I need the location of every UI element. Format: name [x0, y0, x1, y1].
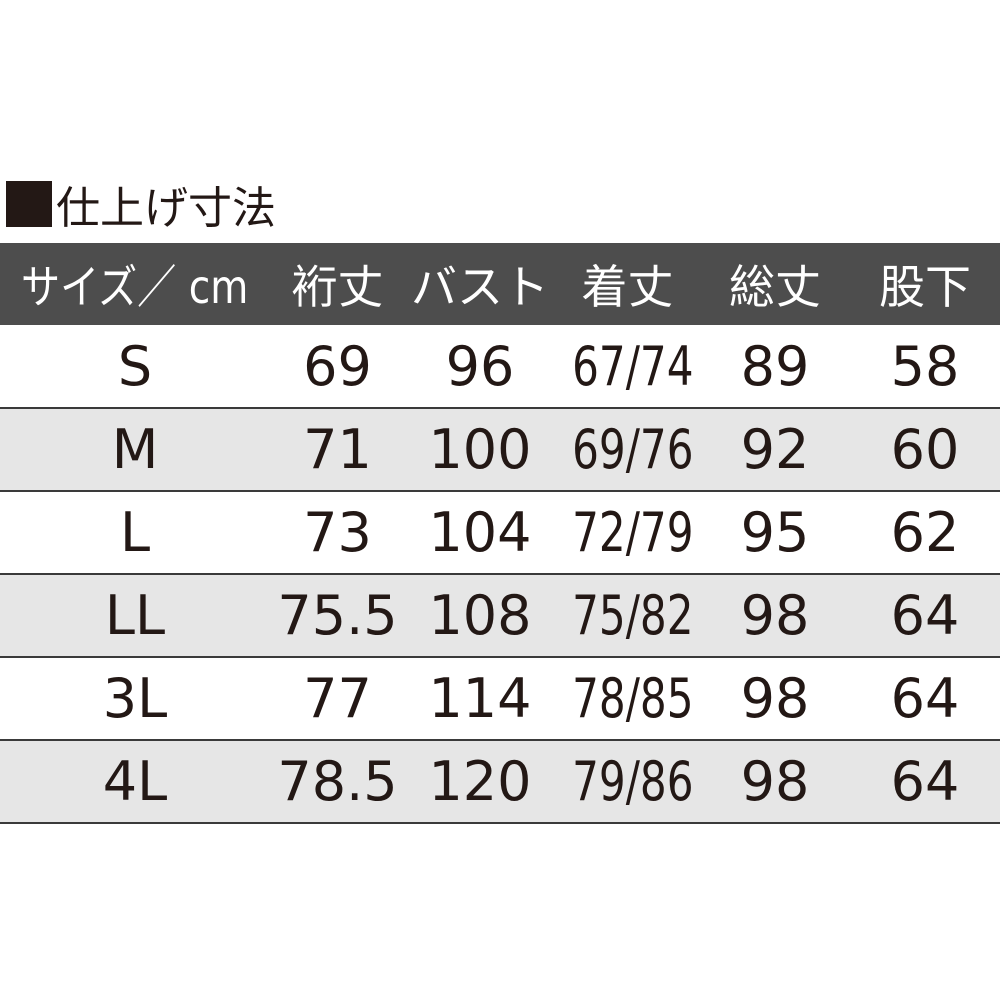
cell-size: 3L [102, 667, 168, 730]
cell-text: 79/86 [572, 750, 694, 813]
cell-length: 67/74 [555, 325, 700, 408]
cell-bust: 114 [428, 667, 532, 730]
cell-size: LL [104, 584, 166, 647]
cell-size: S [117, 334, 153, 398]
cell-bust: 120 [428, 750, 532, 813]
header-sleeve: 裄丈 [291, 260, 384, 314]
cell-text: 72/79 [572, 501, 694, 564]
header-length: 着丈 [581, 260, 674, 314]
cell-bust: 96 [445, 334, 515, 398]
header-size: サイズ／ cm [0, 243, 270, 325]
table-row: M 71 100 69/76 92 60 [0, 408, 1000, 491]
cell-sleeve: 73 [303, 501, 372, 564]
cell-length: 79/86 [555, 740, 700, 823]
section-title-text: 仕上げ寸法 [56, 183, 276, 234]
cell-total-length: 98 [740, 750, 810, 813]
header-total-length: 総丈 [729, 260, 821, 314]
table-row: 3L 77 114 78/85 98 64 [0, 657, 1000, 740]
cell-text: 78/85 [572, 667, 694, 730]
cell-inseam: 64 [890, 667, 960, 730]
cell-length: 78/85 [555, 657, 700, 740]
cell-total-length: 98 [740, 667, 810, 730]
cell-inseam: 58 [890, 334, 960, 398]
square-bullet-icon [6, 181, 52, 227]
cell-text: 69/76 [572, 418, 694, 481]
section-title: 仕上げ寸法 [6, 176, 276, 234]
header-size-text: サイズ／ cm [21, 260, 249, 314]
cell-bust: 104 [428, 501, 532, 564]
cell-sleeve: 77 [303, 667, 372, 730]
cell-sleeve: 69 [303, 334, 372, 398]
table-row: LL 75.5 108 75/82 98 64 [0, 574, 1000, 657]
cell-total-length: 95 [740, 501, 810, 564]
header-bust: バスト [411, 260, 549, 314]
cell-size: M [111, 418, 159, 481]
cell-text: 75/82 [572, 584, 694, 647]
table-row: S 69 96 67/74 89 58 [0, 325, 1000, 408]
header-inseam: 股下 [879, 260, 971, 314]
cell-bust: 100 [428, 418, 532, 481]
table-row: L 73 104 72/79 95 62 [0, 491, 1000, 574]
cell-sleeve: 75.5 [277, 584, 398, 647]
size-table: サイズ／ cm 裄丈 バスト 着丈 総丈 股下 S 69 96 67/74 89 58 M 7… [0, 243, 1000, 824]
cell-inseam: 64 [890, 584, 960, 647]
cell-size: 4L [102, 750, 168, 813]
table-row: 4L 78.5 120 79/86 98 64 [0, 740, 1000, 823]
cell-inseam: 64 [890, 750, 960, 813]
cell-inseam: 60 [890, 418, 960, 481]
cell-length: 75/82 [555, 574, 700, 657]
cell-total-length: 92 [740, 418, 810, 481]
cell-total-length: 89 [740, 334, 810, 398]
table-header-row: サイズ／ cm 裄丈 バスト 着丈 総丈 股下 [0, 243, 1000, 325]
cell-length: 69/76 [555, 408, 700, 491]
cell-bust: 108 [428, 584, 532, 647]
cell-total-length: 98 [740, 584, 810, 647]
cell-inseam: 62 [890, 501, 960, 564]
cell-length: 72/79 [555, 491, 700, 574]
cell-text: 67/74 [572, 334, 694, 398]
cell-size: L [119, 501, 151, 564]
cell-sleeve: 78.5 [277, 750, 398, 813]
cell-sleeve: 71 [303, 418, 372, 481]
